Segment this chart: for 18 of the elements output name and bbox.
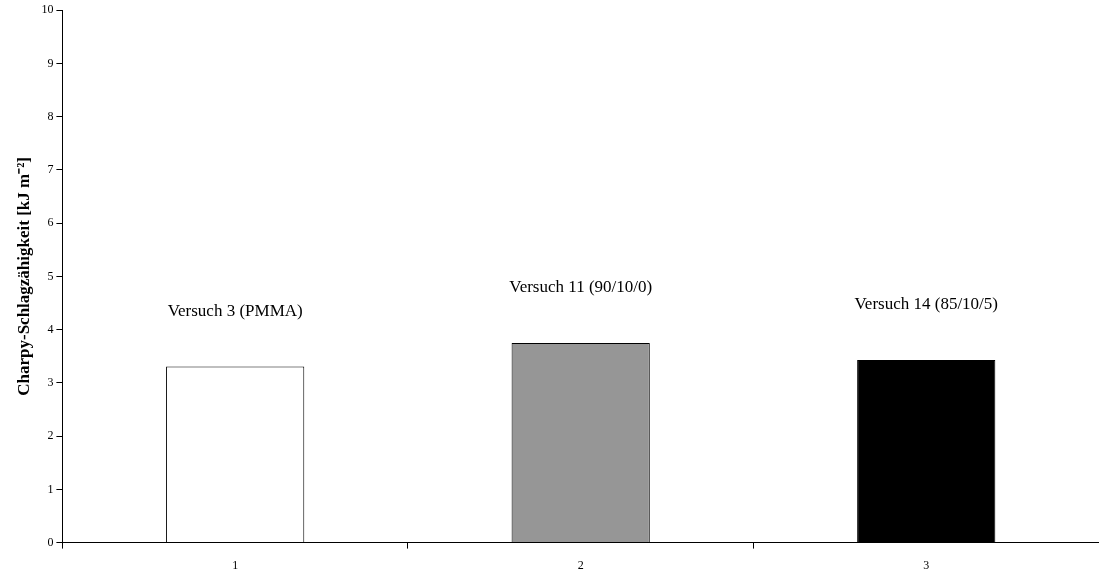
y-axis-title: Charpy-Schlagzähigkeit [kJ m⁻²] [13,157,33,396]
x-tick-label: 2 [577,557,584,572]
y-tick-label: 8 [47,108,54,123]
y-tick-label: 7 [47,162,54,177]
y-tick-label: 6 [47,215,54,230]
y-tick-label: 4 [47,321,54,336]
annotation: Versuch 14 (85/10/5) [854,294,998,314]
y-tick-label: 5 [47,268,54,283]
x-tick-label: 1 [232,557,239,572]
y-tick-label: 0 [47,534,54,549]
y-tick-label: 3 [47,375,54,390]
y-tick-label: 2 [47,428,54,443]
x-tick-label: 3 [923,557,930,572]
annotation: Versuch 11 (90/10/0) [509,277,653,297]
y-tick-label: 10 [41,2,54,17]
annotation: Versuch 3 (PMMA) [167,300,303,320]
y-tick-label: 9 [47,55,54,70]
y-tick-label: 1 [47,481,54,496]
